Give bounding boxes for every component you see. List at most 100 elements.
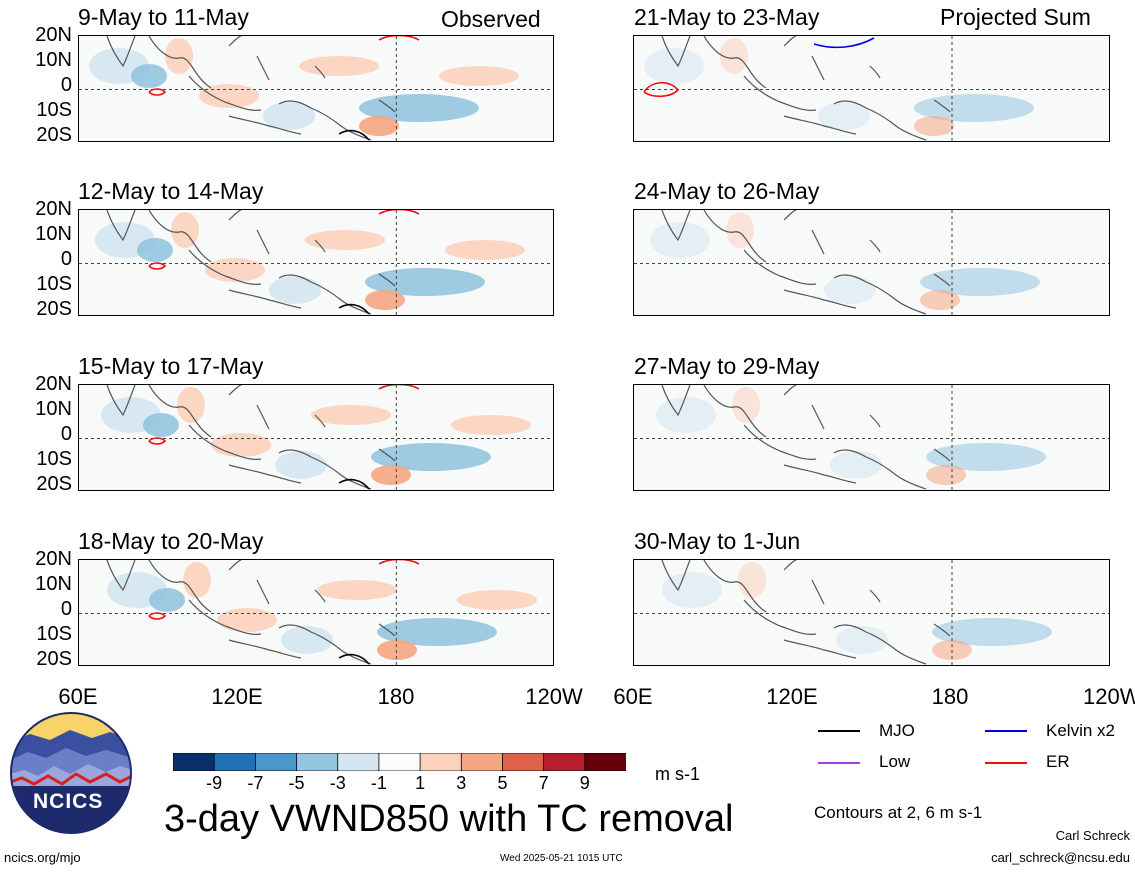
coastline [314,239,326,253]
footer-author: Carl Schreck [1055,828,1130,843]
colorbar-swatch-0 [172,752,216,772]
coastline [703,560,767,613]
coastline [783,289,857,309]
footer-url[interactable]: ncics.org/mjo [4,850,81,865]
x-label-120e-left: 120E [211,684,263,709]
wind-anomaly-shade [914,116,954,136]
coastline [703,210,767,263]
wind-anomaly-shade [217,608,277,632]
coastline [314,589,326,603]
coastline [106,385,136,417]
coastline [869,414,881,428]
y-label-row4-2: 0 [60,598,72,620]
wind-anomaly-shade [281,626,333,654]
y-label-row3-2: 0 [60,423,72,445]
coastline [869,65,881,79]
colorbar-tick-2: -5 [288,773,305,793]
map-panel-observed-4 [78,559,554,666]
panel-title-left-3: 15-May to 17-May [78,353,264,379]
wind-anomaly-shade [732,387,760,423]
wind-anomaly-shade [914,94,1034,122]
legend-label-er: ER [1046,752,1070,771]
wind-anomaly-shade [830,451,882,479]
wind-anomaly-shade [143,413,179,437]
footer-email[interactable]: carl_schreck@ncsu.edu [991,850,1130,865]
colorbar-swatch-9 [543,752,586,772]
ncics-logo [10,712,132,834]
colorbar-swatch-5 [378,752,421,772]
coastline [278,624,372,665]
coastline [228,639,302,659]
wave-contour [338,303,370,315]
colorbar-swatch-3 [296,752,339,772]
wind-anomaly-shade [359,94,479,122]
colorbar-swatch-2 [254,752,298,772]
colorbar-tick-0: -9 [206,773,223,793]
y-label-row1-1: 10N [35,49,72,71]
colorbar-tick-6: 3 [456,773,467,793]
map-panel-projected-1 [633,35,1110,142]
coastline [228,464,302,484]
coastline [833,624,927,665]
colorbar-tick-8: 7 [538,773,549,793]
y-label-row1-3: 10S [36,99,72,121]
coastline [378,273,396,287]
wind-anomaly-shade [149,588,185,612]
map-panel-projected-4 [633,559,1110,666]
wind-anomaly-shade [662,572,722,608]
wave-contour [813,37,875,49]
projected-sum-label: Projected Sum [940,4,1091,30]
coastline [743,75,817,111]
wind-anomaly-shade [836,626,888,654]
coastline [661,210,691,242]
y-label-row1-0: 20N [35,24,72,46]
wave-contour [338,478,370,490]
panel-title-left-1: 9-May to 11-May [78,4,249,30]
observed-label: Observed [441,6,541,32]
wind-anomaly-shade [720,38,748,74]
coastline [106,36,136,68]
wave-contour [338,129,370,141]
map-panel-observed-3 [78,384,554,491]
coastline [933,273,951,287]
coastline [661,36,691,68]
y-label-row3-3: 10S [36,448,72,470]
wind-anomaly-shade [317,580,397,600]
wind-anomaly-shade [451,415,531,435]
wind-anomaly-shade [305,230,385,250]
colorbar-units: m s-1 [655,764,700,784]
wind-anomaly-shade [269,276,321,304]
wind-anomaly-shade [275,451,327,479]
coastline [228,289,302,309]
colorbar-swatch-1 [213,752,257,772]
legend-swatch-low [818,762,860,764]
coastline [228,560,242,571]
wave-contour [378,560,420,565]
y-label-row1-4: 20S [36,124,72,146]
wind-anomaly-shade [359,116,399,136]
wind-anomaly-shade [371,465,411,485]
legend-swatch-kelvin [985,730,1027,732]
x-label-60e-left: 60E [58,684,98,709]
coastline [148,385,212,438]
coastline [148,36,212,89]
colorbar-tick-5: 1 [415,773,426,793]
y-label-row4-1: 10N [35,573,72,595]
coastline [933,623,951,637]
coastline [188,424,262,460]
coastline [869,589,881,603]
map-panel-projected-3 [633,384,1110,491]
coastline [833,100,927,141]
coastline [811,229,825,255]
y-label-row2-4: 20S [36,298,72,320]
colorbar-tick-1: -7 [247,773,264,793]
colorbar-swatch-8 [502,752,545,772]
coastline [256,55,270,81]
wind-anomaly-shade [299,56,379,76]
coastline [783,385,797,396]
colorbar-tick-9: 9 [579,773,590,793]
coastline [278,100,372,141]
wave-contour [378,36,420,41]
wind-anomaly-shade [137,238,173,262]
coastline [743,599,817,635]
